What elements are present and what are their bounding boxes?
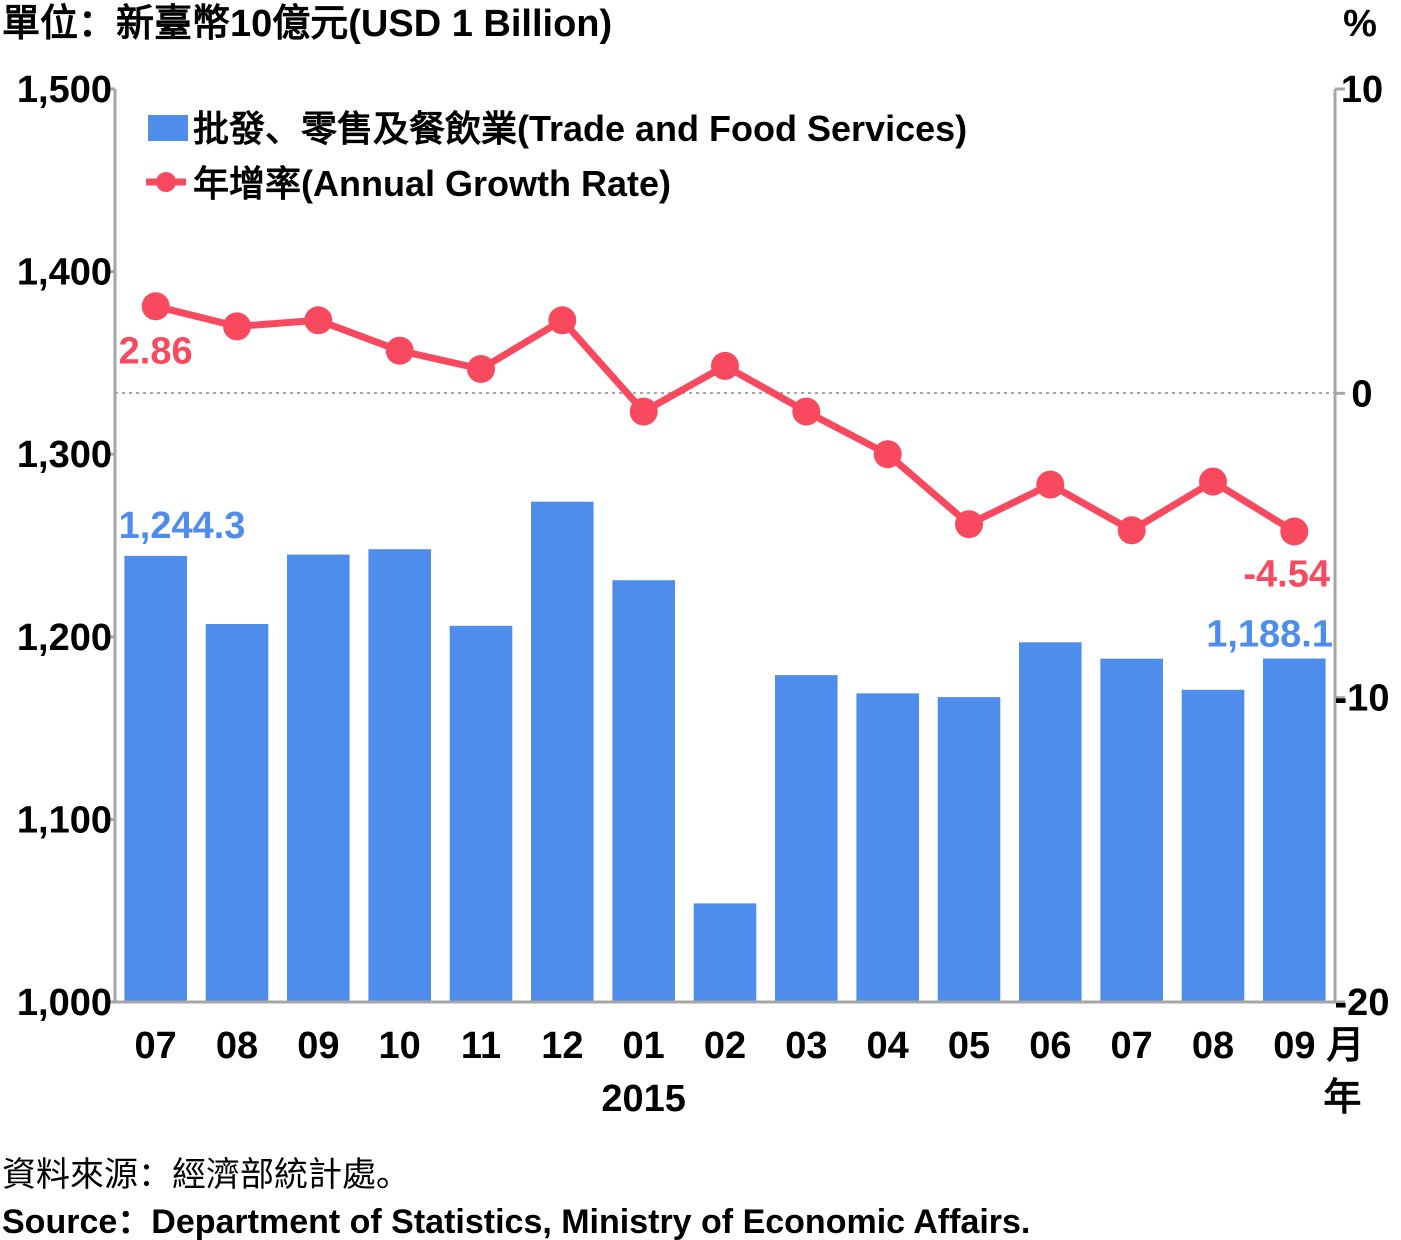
bar — [1100, 658, 1163, 1002]
legend-line-label: 年增率(Annual Growth Rate) — [193, 163, 671, 204]
unit-label: 單位：新臺幣10億元(USD 1 Billion) — [2, 3, 612, 45]
x-tick-label: 03 — [785, 1025, 827, 1067]
growth-point — [548, 306, 577, 335]
growth-line-series — [141, 292, 1309, 546]
x-tick-label: 06 — [1029, 1025, 1071, 1067]
growth-point — [1117, 516, 1146, 545]
x-unit-month: 月 — [1326, 1025, 1364, 1067]
source-zh: 資料來源：經濟部統計處。 — [2, 1156, 410, 1194]
source-en: Source：Department of Statistics, Ministr… — [2, 1203, 1030, 1240]
x-unit-year: 年 — [1323, 1077, 1361, 1119]
x-tick-label: 09 — [1273, 1025, 1315, 1067]
legend: 批發、零售及餐飲業(Trade and Food Services) 年增率(A… — [146, 108, 967, 204]
legend-bar-label: 批發、零售及餐飲業(Trade and Food Services) — [193, 108, 967, 149]
bar — [1181, 689, 1245, 1002]
left-tick-label: 1,200 — [17, 617, 112, 659]
legend-line-marker — [156, 172, 176, 192]
left-tick-label: 1,000 — [17, 982, 112, 1024]
growth-point — [1036, 470, 1065, 499]
x-tick-label: 01 — [623, 1025, 665, 1067]
legend-bar-swatch — [148, 115, 188, 141]
bar — [124, 555, 187, 1002]
right-axis-unit: % — [1343, 3, 1377, 45]
growth-point — [711, 351, 739, 380]
x-tick-label: 10 — [379, 1025, 421, 1067]
growth-line — [154, 302, 1297, 535]
x-tick-label: 02 — [704, 1025, 746, 1067]
x-tick-label: 12 — [541, 1025, 583, 1067]
bar — [531, 501, 594, 1002]
growth-point — [1280, 517, 1309, 546]
x-tick-label: 08 — [1192, 1025, 1234, 1067]
bar — [1019, 642, 1082, 1002]
x-tick-label: 04 — [867, 1025, 909, 1067]
data-labels: 1,244.3 1,188.1 2.86 -4.54 — [119, 330, 1333, 655]
growth-point — [304, 306, 333, 335]
bar — [449, 625, 513, 1002]
growth-point — [1199, 467, 1227, 496]
x-axis-labels: 07 08 09 10 11 12 01 02 03 04 05 06 07 08 09 月年 2015 — [135, 1025, 1365, 1120]
x-tick-label: 05 — [948, 1025, 990, 1067]
left-tick-label: 1,400 — [17, 252, 112, 294]
right-tick-label: -10 — [1335, 678, 1390, 720]
left-axis-ticks: 1,000 1,100 1,200 1,300 1,400 1,500 — [17, 69, 115, 1024]
left-tick-label: 1,100 — [17, 799, 112, 841]
bar — [856, 693, 919, 1002]
left-tick-label: 1,500 — [17, 69, 112, 111]
line-label-last: -4.54 — [1243, 554, 1330, 596]
left-tick-label: 1,300 — [17, 434, 112, 476]
bar — [1263, 658, 1326, 1002]
bar-series — [124, 501, 1326, 1002]
growth-point — [955, 510, 983, 539]
bar — [205, 624, 269, 1002]
line-label-first: 2.86 — [119, 330, 193, 372]
bar — [693, 903, 757, 1002]
bar — [937, 697, 1001, 1002]
x-tick-label: 11 — [461, 1025, 501, 1067]
growth-point — [467, 355, 495, 383]
bar — [368, 549, 431, 1002]
growth-point — [385, 336, 414, 365]
right-axis-ticks: -20 -10 0 10 — [1335, 69, 1390, 1024]
x-tick-label: 08 — [216, 1025, 258, 1067]
bar-label-first: 1,244.3 — [119, 505, 246, 547]
right-tick-label: -20 — [1335, 982, 1390, 1024]
growth-point — [141, 292, 170, 321]
growth-point — [223, 312, 251, 341]
growth-point — [792, 397, 821, 426]
bar — [775, 675, 838, 1002]
x-tick-label: 07 — [135, 1025, 177, 1067]
x-tick-label: 07 — [1111, 1025, 1153, 1067]
growth-point — [629, 397, 658, 426]
right-tick-label: 0 — [1351, 373, 1372, 415]
bar-label-last: 1,188.1 — [1206, 614, 1333, 656]
right-tick-label: 10 — [1341, 69, 1383, 111]
bar — [287, 554, 350, 1002]
year-label: 2015 — [601, 1078, 686, 1120]
bar — [612, 580, 675, 1002]
growth-point — [873, 440, 902, 469]
x-tick-label: 09 — [297, 1025, 339, 1067]
